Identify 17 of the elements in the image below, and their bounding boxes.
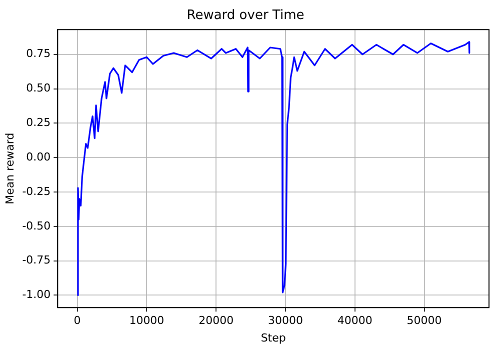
- y-tick-label: 0.25: [26, 116, 51, 130]
- y-tick-label: -0.50: [22, 219, 51, 232]
- x-tick-label: 50000: [406, 314, 442, 328]
- chart-title: Reward over Time: [186, 8, 304, 24]
- x-tick-label: 0: [74, 314, 81, 328]
- x-tick-label: 20000: [198, 314, 234, 328]
- y-tick-label: 0.75: [26, 47, 51, 60]
- x-tick-label: 10000: [129, 314, 164, 328]
- y-tick-label: -0.25: [22, 184, 51, 198]
- y-axis-title: Mean reward: [3, 132, 16, 204]
- y-tick-label: 0.00: [26, 150, 51, 164]
- x-tick-label: 30000: [268, 314, 303, 328]
- y-tick-label: 0.50: [26, 82, 51, 95]
- x-axis-title: Step: [260, 331, 286, 344]
- x-tick-label: 40000: [337, 314, 372, 328]
- y-tick-label: -0.75: [22, 254, 51, 267]
- y-tick-label: -1.00: [22, 288, 51, 302]
